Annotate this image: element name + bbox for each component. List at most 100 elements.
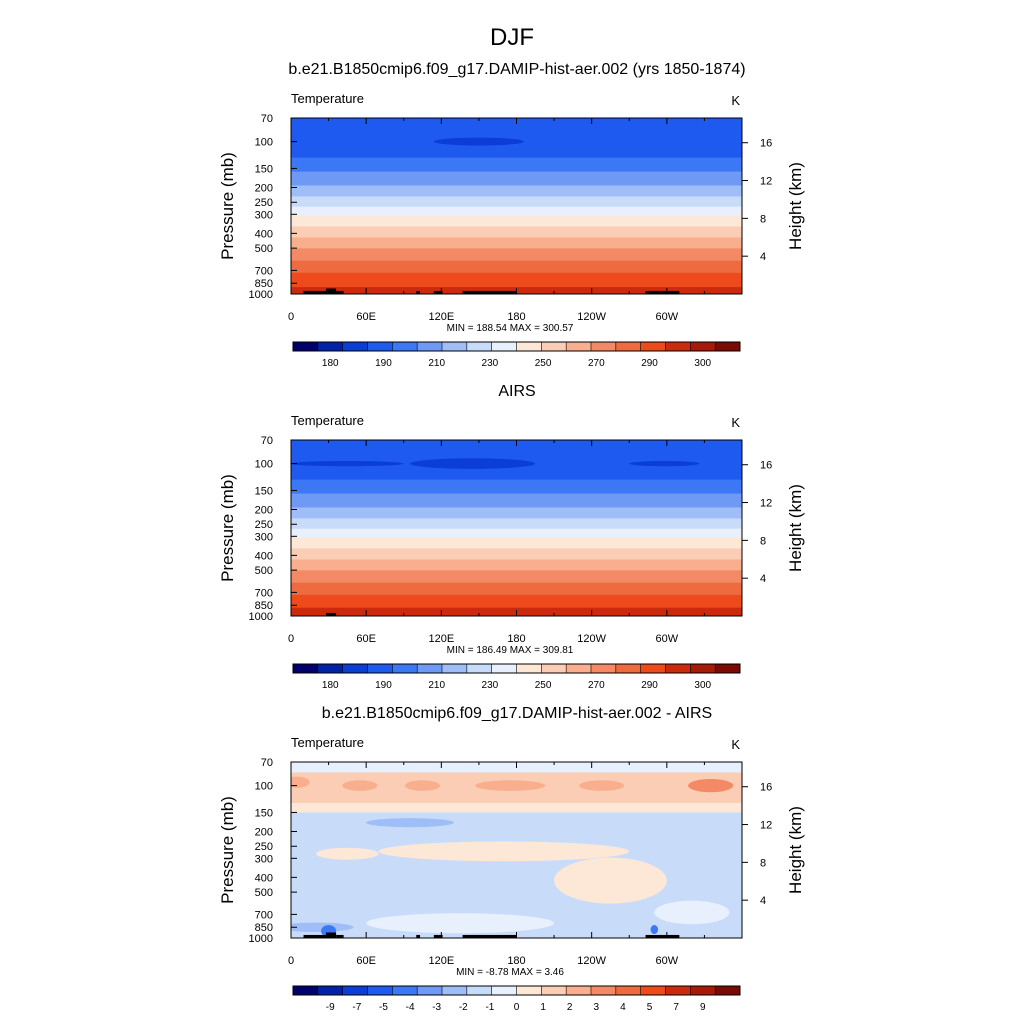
colorbar-swatch	[442, 986, 468, 995]
colorbar-swatch	[491, 342, 517, 351]
colorbar-label: 7	[673, 1002, 679, 1013]
height-tick-label: 8	[760, 857, 766, 869]
contour-field	[291, 762, 742, 938]
height-tick-label: 12	[760, 176, 772, 188]
colorbar-label: 3	[594, 1002, 600, 1013]
y-tick-label: 100	[255, 781, 273, 793]
x-tick-label: 180	[507, 311, 525, 323]
y-tick-label: 70	[261, 113, 273, 125]
colorbar-swatch	[317, 342, 343, 351]
colorbar-swatch	[591, 986, 617, 995]
colorbar-swatch	[715, 664, 741, 673]
variable-label: Temperature	[291, 413, 364, 428]
x-tick-label: 120E	[428, 955, 454, 967]
colorbar-swatch	[342, 986, 368, 995]
colorbar-swatch	[615, 986, 641, 995]
x-tick-label: 180	[507, 955, 525, 967]
terrain-mask	[462, 934, 517, 938]
colorbar-swatch	[417, 664, 443, 673]
variable-label: Temperature	[291, 735, 364, 750]
colorbar-swatch	[417, 342, 443, 351]
page-title: DJF	[490, 24, 534, 51]
y-tick-label: 70	[261, 757, 273, 769]
units-label: K	[731, 93, 740, 108]
contour-blob	[410, 458, 536, 469]
colorbar-swatch	[665, 986, 691, 995]
x-tick-label: 60E	[356, 633, 376, 645]
x-tick-label: 120W	[577, 633, 606, 645]
colorbar-frame	[292, 663, 741, 674]
colorbar-swatch	[516, 342, 542, 351]
contour-blob	[579, 780, 625, 791]
y-tick-label: 500	[255, 565, 273, 577]
colorbar-label: 300	[694, 358, 711, 369]
y-tick-label: 200	[255, 504, 273, 516]
y-axis-title: Pressure (mb)	[218, 796, 237, 904]
y-tick-label: 700	[255, 587, 273, 599]
y-tick-label: 700	[255, 909, 273, 921]
colorbar-swatch	[293, 986, 319, 995]
contour-band	[291, 479, 742, 494]
contour-band	[291, 185, 742, 197]
colorbar-swatch	[591, 664, 617, 673]
colorbar-swatch	[566, 342, 592, 351]
y-tick-label: 300	[255, 209, 273, 221]
panel-1: b.e21.B1850cmip6.f09_g17.DAMIP-hist-aer.…	[218, 61, 805, 369]
colorbar-swatch	[640, 664, 666, 673]
colorbar-swatch	[392, 986, 418, 995]
contour-band	[291, 260, 742, 273]
contour-band	[291, 237, 742, 249]
contour-band	[291, 248, 742, 261]
colorbar-swatch	[442, 342, 468, 351]
colorbar-swatch	[640, 342, 666, 351]
colorbar-label: -1	[485, 1002, 494, 1013]
colorbar-swatch	[665, 664, 691, 673]
height-tick-label: 8	[760, 535, 766, 547]
colorbar-swatch	[690, 342, 716, 351]
colorbar-swatch	[665, 342, 691, 351]
contour-blob	[629, 460, 700, 467]
units-label: K	[731, 415, 740, 430]
y-tick-label: 400	[255, 872, 273, 884]
contour-blob	[316, 847, 379, 860]
contour-band	[291, 507, 742, 519]
contour-band	[291, 582, 742, 595]
terrain-mask	[416, 934, 421, 938]
x-tick-label: 120E	[428, 311, 454, 323]
terrain-mask	[433, 290, 443, 294]
y-tick-label: 1000	[249, 289, 273, 301]
x-tick-label: 60W	[656, 633, 679, 645]
colorbar-label: 290	[641, 358, 658, 369]
x-tick-label: 60W	[656, 311, 679, 323]
contour-band	[291, 548, 742, 560]
height-tick-label: 12	[760, 498, 772, 510]
contour-band	[291, 272, 742, 288]
x-tick-label: 0	[288, 633, 294, 645]
contour-band	[291, 559, 742, 571]
y-tick-label: 250	[255, 519, 273, 531]
colorbar-label: 0	[514, 1002, 520, 1013]
colorbar-label: 180	[322, 358, 339, 369]
colorbar-label: -7	[352, 1002, 361, 1013]
x-tick-label: 180	[507, 633, 525, 645]
colorbar: -9 -7 -5 -4 -3 -2 -1 0 1 2 3 4 5 7 9	[292, 985, 741, 1013]
contour-band	[291, 528, 742, 538]
terrain-mask	[645, 290, 680, 294]
height-tick-label: 16	[760, 460, 772, 472]
colorbar-swatch	[342, 664, 368, 673]
colorbar-label: 4	[620, 1002, 626, 1013]
height-axis-title: Height (km)	[786, 484, 805, 572]
colorbar-label: -2	[459, 1002, 468, 1013]
y-tick-label: 250	[255, 841, 273, 853]
contour-blob	[433, 137, 525, 146]
y-tick-label: 200	[255, 182, 273, 194]
colorbar-frame	[292, 985, 741, 996]
y-tick-label: 850	[255, 278, 273, 290]
colorbar-label: 230	[482, 680, 499, 691]
y-tick-label: 400	[255, 550, 273, 562]
y-tick-label: 850	[255, 600, 273, 612]
colorbar-label: 270	[588, 680, 605, 691]
y-tick-label: 400	[255, 228, 273, 240]
colorbar-label: 190	[375, 358, 392, 369]
